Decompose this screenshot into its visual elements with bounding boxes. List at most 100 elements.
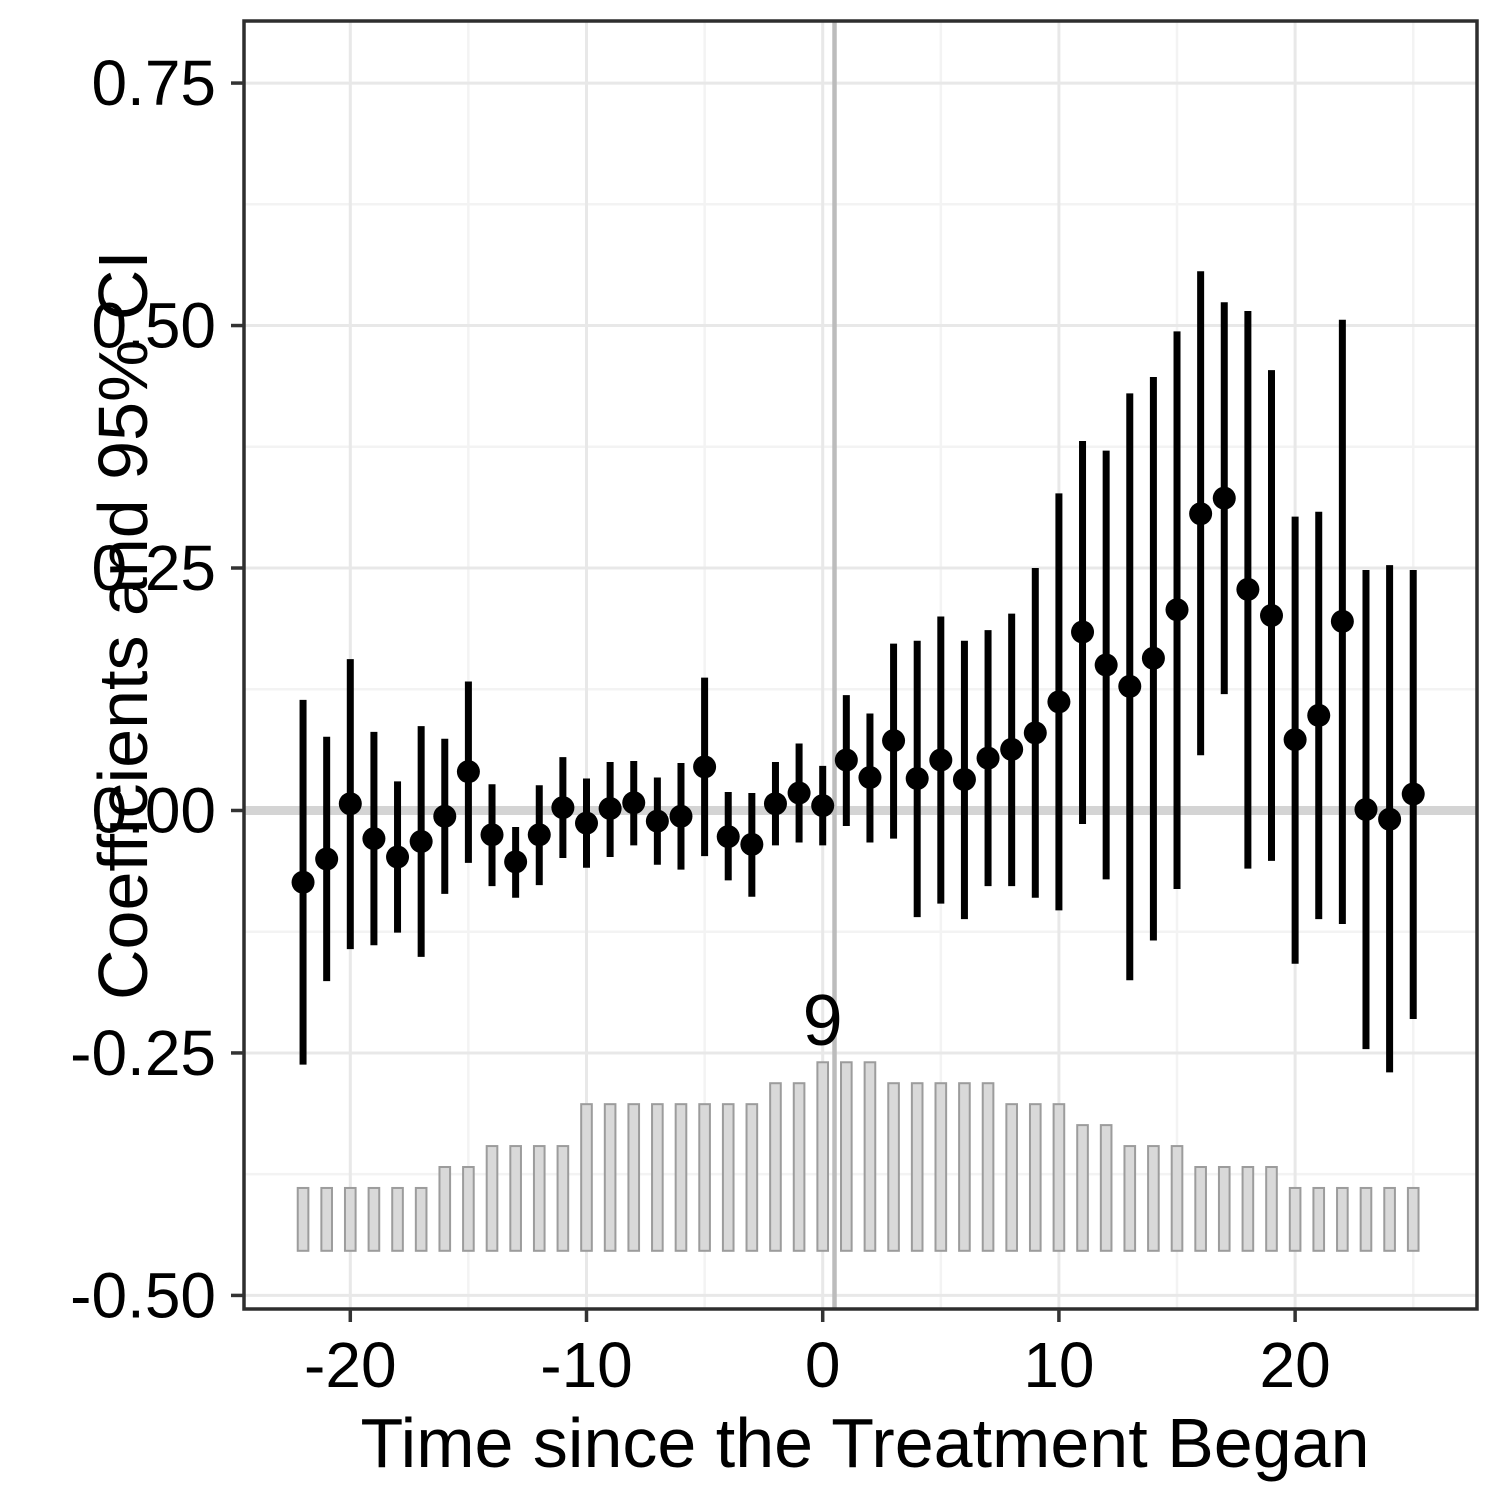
y-tick-label: 0.25 [91,532,216,604]
coefficient-point [1260,604,1283,628]
histogram-bar [1336,1186,1349,1252]
histogram-bar [698,1103,711,1252]
histogram-bar [320,1186,333,1252]
histogram-bar [532,1145,546,1252]
coefficient-point [433,804,457,828]
coefficient-point [527,823,551,847]
histogram-bar [863,1061,877,1252]
histogram-bar [1312,1186,1326,1252]
coefficient-point [598,797,622,821]
histogram-bar [556,1145,570,1252]
coefficient-point [976,746,1000,770]
histogram-bar [1194,1166,1207,1252]
coefficient-point [1000,737,1024,761]
histogram-bar [1359,1186,1373,1252]
coefficient-point [1189,502,1213,526]
coefficient-point [1283,728,1307,752]
x-tick-label: -20 [304,1329,397,1401]
histogram-bar [1076,1124,1089,1252]
coefficient-point [1165,598,1189,622]
y-tick-label: 0.00 [91,774,216,846]
coefficient-point [1354,798,1378,822]
coefficient-point [386,845,410,869]
histogram-bar [485,1145,499,1252]
coefficient-point [456,760,480,784]
x-tick-label: 0 [805,1329,841,1401]
coefficient-point [834,748,858,772]
coefficient-point [811,794,835,818]
coefficient-point [929,748,953,772]
coefficient-point [669,804,693,828]
histogram-bar [1005,1103,1018,1252]
panel-border [242,19,1479,1311]
histogram-bar [910,1082,924,1252]
histogram-bar [580,1103,593,1252]
coefficient-point [716,825,740,849]
x-tick-label: 10 [1023,1329,1094,1401]
histogram-bar [1217,1166,1231,1252]
histogram-bar [981,1082,995,1252]
coefficient-point [905,766,929,790]
histogram-bar [1170,1145,1184,1252]
x-tick-label: -10 [540,1329,633,1401]
histogram-bar [462,1166,475,1252]
histogram-bar [1052,1103,1066,1252]
histogram-bar [674,1103,688,1252]
coefficient-point [1071,620,1095,644]
histogram-bar [1028,1103,1042,1252]
coefficient-point [1047,690,1071,714]
coefficient-point [480,823,504,847]
histogram-bar [296,1186,310,1252]
coefficient-point [315,847,339,871]
coefficient-point [763,792,787,816]
coefficient-point [1307,703,1331,727]
coefficient-point [645,809,669,833]
histogram-bar [651,1103,664,1252]
histogram-bar [745,1103,759,1252]
y-tick-label: -0.50 [70,1259,216,1331]
histogram-bar [1406,1186,1420,1252]
coefficient-point [693,755,717,779]
coefficient-point [882,729,906,753]
histogram-bar [934,1082,948,1252]
histogram-bar [816,1061,830,1252]
histogram-bar [438,1166,452,1252]
coefficient-point [858,766,882,790]
max-count-annotation: 9 [803,981,843,1061]
coefficient-point [1023,721,1047,745]
coefficient-point [1118,674,1142,698]
coefficient-point [551,796,575,820]
histogram-bar [603,1103,617,1252]
histogram-bar [792,1082,806,1252]
histogram-bar [367,1186,381,1252]
coefficient-point [362,827,386,851]
coefficient-point [291,870,315,894]
histogram-bar [1099,1124,1113,1252]
histogram-bar [343,1186,357,1252]
histogram-bar [769,1082,782,1252]
histogram-bar [1288,1186,1302,1252]
coefficient-point [1236,577,1260,601]
histogram-bar [958,1082,971,1252]
x-tick-label: 20 [1260,1329,1331,1401]
coefficient-point [1401,782,1425,806]
coefficient-point [409,830,433,854]
histogram-bar [1383,1186,1396,1252]
coefficient-point [740,832,764,856]
coefficient-point [1330,609,1354,633]
coefficient-point [952,767,976,791]
histogram-bar [1123,1145,1137,1252]
coefficient-point [1141,646,1165,670]
histogram-bar [1241,1166,1255,1252]
histogram-bar [414,1186,428,1252]
histogram-bar [887,1082,900,1252]
y-tick-label: -0.25 [70,1017,216,1089]
coefficient-point [1378,807,1402,831]
histogram-bar [1147,1145,1160,1252]
histogram-bar [391,1186,404,1252]
histogram-bar [721,1103,735,1252]
x-axis-title: Time since the Treatment Began [360,1404,1370,1482]
coefficient-point [1094,653,1118,677]
